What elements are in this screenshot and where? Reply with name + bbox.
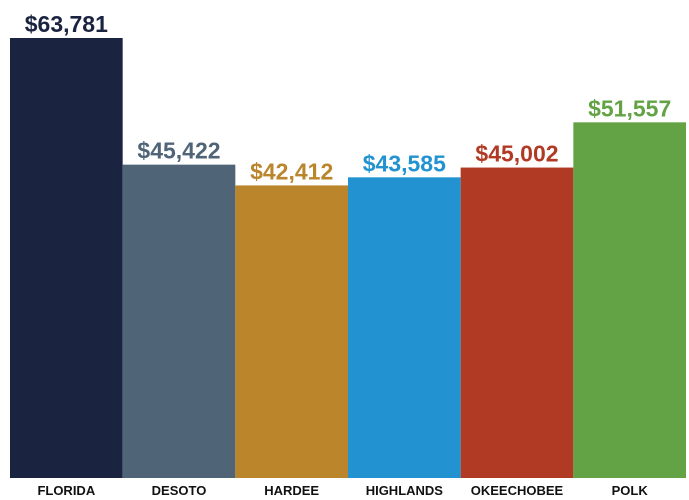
x-tick-label: OKEECHOBEE xyxy=(471,483,564,498)
bar xyxy=(235,185,348,478)
bar xyxy=(460,167,574,478)
value-label: $63,781 xyxy=(25,11,108,37)
value-label: $42,412 xyxy=(250,158,333,184)
bar xyxy=(122,164,236,479)
x-tick-label: HIGHLANDS xyxy=(366,483,444,498)
x-tick-label: HARDEE xyxy=(264,483,319,498)
x-tick-label: FLORIDA xyxy=(37,483,95,498)
value-label: $45,422 xyxy=(137,138,220,164)
bar xyxy=(10,38,123,478)
value-label: $43,585 xyxy=(363,150,446,176)
value-label: $45,002 xyxy=(475,141,558,167)
value-label: $51,557 xyxy=(588,95,671,121)
x-tick-label: POLK xyxy=(612,483,649,498)
bar xyxy=(573,122,686,479)
x-tick-label: DESOTO xyxy=(152,483,207,498)
bar xyxy=(348,177,461,478)
